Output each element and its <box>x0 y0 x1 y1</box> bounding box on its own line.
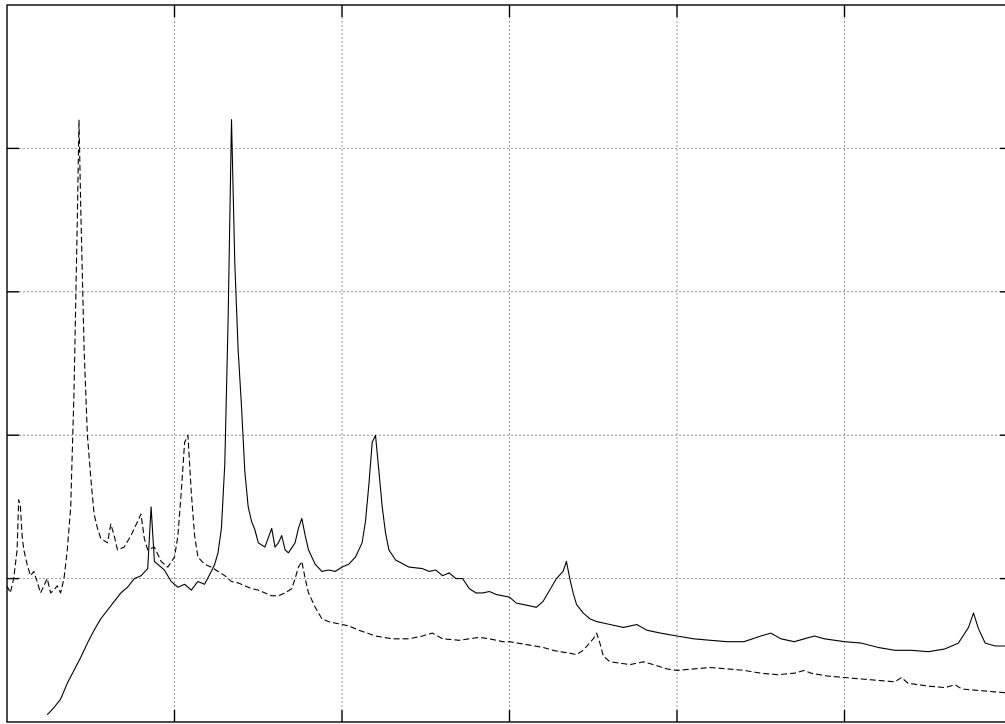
series-line-dashed <box>6 119 1005 694</box>
series-lines <box>6 119 1005 716</box>
axis-ticks <box>7 5 1005 722</box>
series-line-solid <box>46 119 1005 716</box>
plot-frame <box>6 4 1005 723</box>
grid-lines <box>7 5 1005 722</box>
